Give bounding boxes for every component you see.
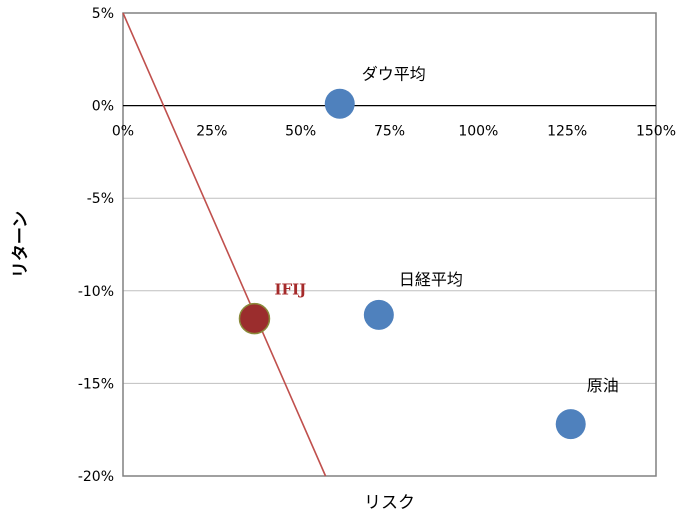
x-tick-label: 100% [458, 124, 498, 140]
y-tick-label: -15% [78, 376, 114, 392]
reference-line [122, 12, 327, 477]
x-tick-label: 0% [112, 124, 134, 140]
point-label: IFIJ [274, 281, 306, 299]
x-axis-ticks: 0% 25% 50% 75% 100% 125% 150% [112, 124, 676, 140]
y-axis-title: リターン [11, 211, 31, 278]
x-tick-label: 25% [196, 124, 227, 140]
y-tick-label: 0% [92, 99, 114, 115]
point-label: 日経平均 [399, 270, 463, 289]
x-tick-label: 75% [374, 124, 405, 140]
scatter-point [238, 302, 271, 335]
y-tick-label: -20% [78, 469, 114, 485]
point-label: ダウ平均 [362, 65, 426, 84]
y-tick-label: -5% [87, 191, 114, 207]
scatter-point [555, 409, 586, 440]
x-axis-title: リスク [364, 493, 415, 513]
point-label: 原油 [587, 376, 619, 395]
y-tick-label: -10% [78, 284, 114, 300]
scatter-point [324, 88, 355, 119]
scatter-point [363, 299, 394, 330]
y-tick-label: 5% [92, 6, 114, 22]
x-tick-label: 150% [636, 124, 676, 140]
x-tick-label: 50% [285, 124, 316, 140]
y-axis-ticks: 5% 0% -5% -10% -15% -20% [78, 6, 114, 485]
x-tick-label: 125% [547, 124, 587, 140]
plot-area [122, 12, 657, 477]
